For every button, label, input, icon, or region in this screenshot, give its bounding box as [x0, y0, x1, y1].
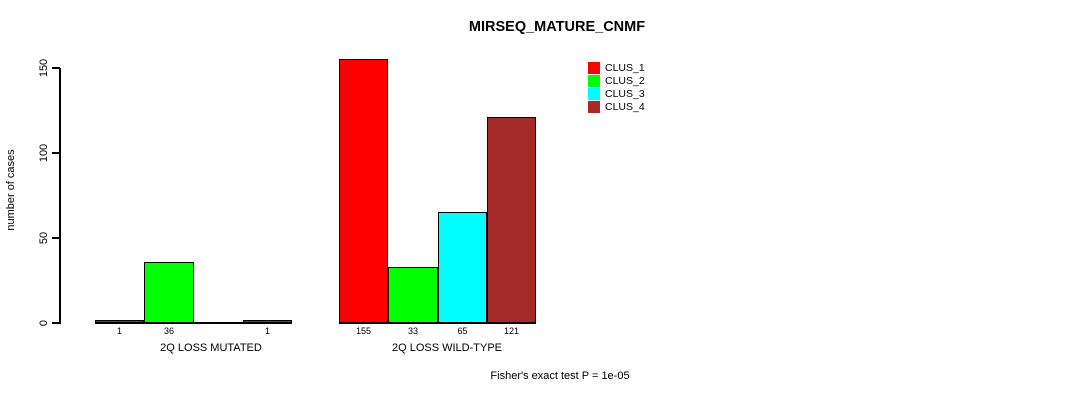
legend-label: CLUS_2	[605, 75, 645, 87]
y-axis-line	[59, 68, 61, 324]
y-tick	[52, 152, 60, 154]
y-tick-label: 150	[38, 58, 50, 78]
y-axis-label: number of cases	[5, 149, 17, 231]
bar	[243, 320, 292, 323]
bar	[144, 262, 194, 323]
legend-label: CLUS_4	[605, 101, 645, 113]
bar-value-label: 65	[457, 326, 468, 336]
y-tick-label: 0	[38, 319, 50, 327]
bar-value-label: 121	[503, 326, 520, 336]
legend-swatch	[588, 88, 600, 100]
y-tick	[52, 237, 60, 239]
bar	[339, 59, 388, 323]
chart-title: MIRSEQ_MATURE_CNMF	[468, 19, 646, 35]
bar	[388, 267, 438, 323]
bar-value-label: 1	[116, 326, 123, 336]
legend-swatch	[588, 62, 600, 74]
legend-label: CLUS_3	[605, 88, 645, 100]
bar-value-label: 33	[407, 326, 419, 336]
fisher-test-annotation: Fisher's exact test P = 1e-05	[490, 370, 630, 382]
bar	[95, 320, 144, 323]
y-tick-label: 100	[38, 143, 50, 163]
legend-label: CLUS_1	[605, 62, 645, 74]
y-tick-label: 50	[38, 231, 50, 245]
bar-value-label: 155	[355, 326, 372, 336]
bar	[487, 117, 536, 323]
bar	[438, 212, 487, 323]
group-label: 2Q LOSS WILD-TYPE	[391, 342, 503, 354]
bar-value-label: 36	[163, 326, 175, 336]
bar-value-label: 1	[264, 326, 271, 336]
y-tick	[52, 322, 60, 324]
y-tick	[52, 67, 60, 69]
legend-swatch	[588, 101, 600, 113]
group-label: 2Q LOSS MUTATED	[160, 342, 262, 354]
legend-swatch	[588, 75, 600, 87]
